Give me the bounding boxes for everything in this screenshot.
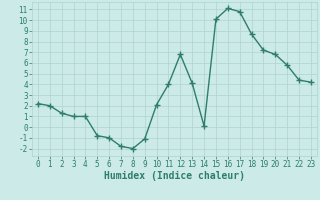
X-axis label: Humidex (Indice chaleur): Humidex (Indice chaleur) <box>104 171 245 181</box>
